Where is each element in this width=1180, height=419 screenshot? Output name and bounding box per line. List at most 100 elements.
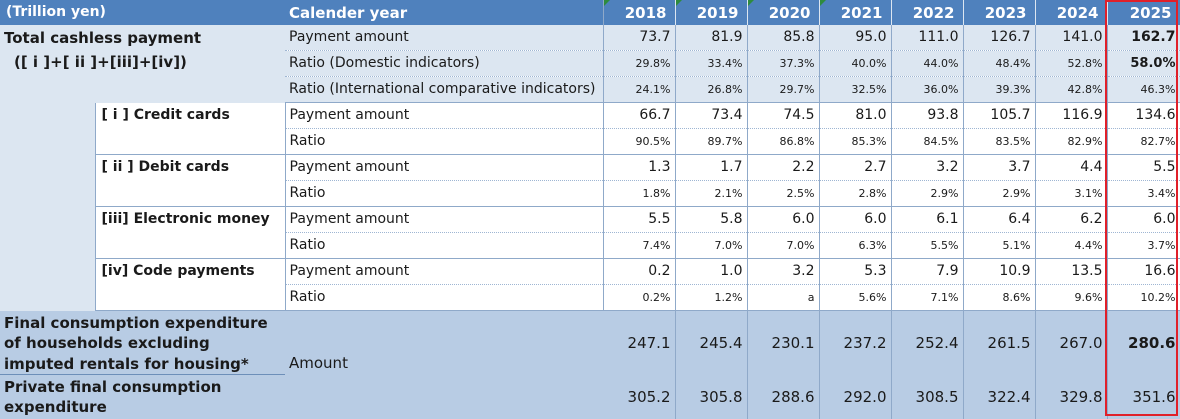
table-cell[interactable]: 85.8: [747, 25, 820, 51]
table-cell[interactable]: 5.5: [603, 206, 676, 233]
table-cell[interactable]: 7.1%: [891, 284, 964, 311]
table-cell[interactable]: 83.5%: [963, 128, 1036, 155]
table-cell[interactable]: 6.1: [891, 206, 964, 233]
table-cell[interactable]: 24.1%: [603, 76, 676, 103]
table-cell[interactable]: 7.4%: [603, 232, 676, 259]
table-cell[interactable]: 26.8%: [675, 76, 748, 103]
table-cell[interactable]: 4.4: [1035, 154, 1108, 181]
group-title-debit-cards[interactable]: [ ii ] Debit cards: [94, 154, 286, 207]
table-cell[interactable]: 58.0%: [1107, 50, 1180, 77]
row-label[interactable]: Payment amount: [285, 102, 604, 129]
table-cell[interactable]: 90.5%: [603, 128, 676, 155]
table-cell[interactable]: 2.7: [819, 154, 892, 181]
table-cell[interactable]: 5.5: [1107, 154, 1180, 181]
table-cell[interactable]: 5.1%: [963, 232, 1036, 259]
table-cell[interactable]: 46.3%: [1107, 76, 1180, 103]
table-cell[interactable]: 5.5%: [891, 232, 964, 259]
table-cell[interactable]: 237.2: [819, 310, 892, 375]
table-cell[interactable]: 44.0%: [891, 50, 964, 77]
table-cell[interactable]: 7.9: [891, 258, 964, 285]
table-cell[interactable]: 351.6: [1107, 374, 1180, 419]
year-header[interactable]: 2024: [1035, 0, 1108, 25]
table-cell[interactable]: 5.8: [675, 206, 748, 233]
table-cell[interactable]: 0.2: [603, 258, 676, 285]
table-cell[interactable]: 36.0%: [891, 76, 964, 103]
table-cell[interactable]: 9.6%: [1035, 284, 1108, 311]
table-cell[interactable]: 7.0%: [675, 232, 748, 259]
table-cell[interactable]: 5.3: [819, 258, 892, 285]
row-label[interactable]: Payment amount: [285, 258, 604, 285]
table-cell[interactable]: 84.5%: [891, 128, 964, 155]
table-cell[interactable]: 73.4: [675, 102, 748, 129]
table-cell[interactable]: 32.5%: [819, 76, 892, 103]
group-title-credit-cards[interactable]: [ i ] Credit cards: [94, 102, 286, 155]
table-cell[interactable]: 280.6: [1107, 310, 1180, 375]
table-cell[interactable]: 48.4%: [963, 50, 1036, 77]
table-cell[interactable]: 2.9%: [963, 180, 1036, 207]
year-header[interactable]: 2023: [963, 0, 1036, 25]
table-cell[interactable]: 247.1: [603, 310, 676, 375]
table-cell[interactable]: 8.6%: [963, 284, 1036, 311]
table-cell[interactable]: 3.1%: [1035, 180, 1108, 207]
table-cell[interactable]: 116.9: [1035, 102, 1108, 129]
table-cell[interactable]: 40.0%: [819, 50, 892, 77]
table-cell[interactable]: 82.9%: [1035, 128, 1108, 155]
table-cell[interactable]: 134.6: [1107, 102, 1180, 129]
table-cell[interactable]: 252.4: [891, 310, 964, 375]
table-cell[interactable]: 6.0: [747, 206, 820, 233]
table-cell[interactable]: 3.2: [891, 154, 964, 181]
table-cell[interactable]: 74.5: [747, 102, 820, 129]
table-cell[interactable]: 322.4: [963, 374, 1036, 419]
table-cell[interactable]: 89.7%: [675, 128, 748, 155]
row-label[interactable]: Payment amount: [285, 154, 604, 181]
table-cell[interactable]: 2.5%: [747, 180, 820, 207]
table-cell[interactable]: 95.0: [819, 25, 892, 51]
table-cell[interactable]: 7.0%: [747, 232, 820, 259]
table-cell[interactable]: 2.9%: [891, 180, 964, 207]
table-cell[interactable]: 81.0: [819, 102, 892, 129]
table-cell[interactable]: 39.3%: [963, 76, 1036, 103]
row-label[interactable]: Ratio: [285, 180, 604, 207]
table-cell[interactable]: 2.2: [747, 154, 820, 181]
table-cell[interactable]: 308.5: [891, 374, 964, 419]
table-cell[interactable]: 2.8%: [819, 180, 892, 207]
table-cell[interactable]: 288.6: [747, 374, 820, 419]
table-cell[interactable]: 52.8%: [1035, 50, 1108, 77]
table-cell[interactable]: 329.8: [1035, 374, 1108, 419]
row-label[interactable]: Payment amount: [285, 206, 604, 233]
table-cell[interactable]: 3.2: [747, 258, 820, 285]
table-cell[interactable]: 292.0: [819, 374, 892, 419]
table-cell[interactable]: 305.8: [675, 374, 748, 419]
table-cell[interactable]: 305.2: [603, 374, 676, 419]
row-label[interactable]: Payment amount: [285, 25, 604, 51]
table-cell[interactable]: 33.4%: [675, 50, 748, 77]
table-cell[interactable]: 230.1: [747, 310, 820, 375]
table-cell[interactable]: 29.8%: [603, 50, 676, 77]
table-cell[interactable]: 6.4: [963, 206, 1036, 233]
row-label[interactable]: Ratio: [285, 284, 604, 311]
table-cell[interactable]: 141.0: [1035, 25, 1108, 51]
amount-label[interactable]: Amount: [285, 310, 603, 375]
table-cell[interactable]: 1.0: [675, 258, 748, 285]
private-consumption-title[interactable]: Private final consumption expenditure: [0, 374, 285, 419]
total-cashless-title[interactable]: Total cashless payment ([ i ]+[ ii ]+[ii…: [0, 25, 285, 103]
table-cell[interactable]: 66.7: [603, 102, 676, 129]
table-cell[interactable]: 105.7: [963, 102, 1036, 129]
year-header[interactable]: 2021: [819, 0, 892, 25]
table-cell[interactable]: 86.8%: [747, 128, 820, 155]
table-cell[interactable]: 162.7: [1107, 25, 1180, 51]
table-cell[interactable]: 3.7: [963, 154, 1036, 181]
table-cell[interactable]: 6.0: [1107, 206, 1180, 233]
table-cell[interactable]: 1.7: [675, 154, 748, 181]
table-cell[interactable]: 0.2%: [603, 284, 676, 311]
table-cell[interactable]: 82.7%: [1107, 128, 1180, 155]
calendar-year-label[interactable]: Calender year: [285, 0, 604, 25]
final-consumption-title[interactable]: Final consumption expenditure of househo…: [0, 310, 285, 375]
table-cell[interactable]: 5.6%: [819, 284, 892, 311]
table-cell[interactable]: 29.7%: [747, 76, 820, 103]
table-cell[interactable]: 37.3%: [747, 50, 820, 77]
row-label[interactable]: Ratio (International comparative indicat…: [285, 76, 604, 103]
year-header[interactable]: 2025: [1107, 0, 1180, 25]
table-cell[interactable]: 2.1%: [675, 180, 748, 207]
table-cell[interactable]: 6.3%: [819, 232, 892, 259]
